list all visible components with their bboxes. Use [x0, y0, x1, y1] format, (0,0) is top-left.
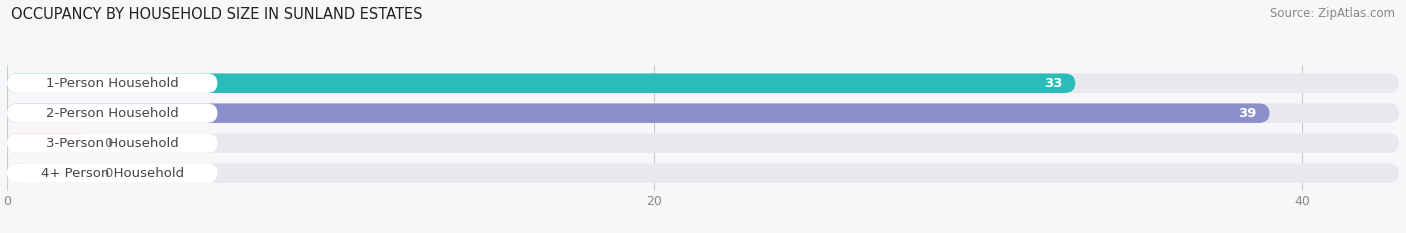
- FancyBboxPatch shape: [7, 163, 1399, 183]
- FancyBboxPatch shape: [7, 133, 218, 153]
- FancyBboxPatch shape: [7, 73, 218, 93]
- Text: 0: 0: [104, 167, 112, 180]
- Text: 1-Person Household: 1-Person Household: [46, 77, 179, 90]
- Text: OCCUPANCY BY HOUSEHOLD SIZE IN SUNLAND ESTATES: OCCUPANCY BY HOUSEHOLD SIZE IN SUNLAND E…: [11, 7, 423, 22]
- Text: Source: ZipAtlas.com: Source: ZipAtlas.com: [1270, 7, 1395, 20]
- Text: 3-Person Household: 3-Person Household: [46, 137, 179, 150]
- FancyBboxPatch shape: [7, 133, 89, 153]
- Text: 39: 39: [1239, 107, 1257, 120]
- FancyBboxPatch shape: [7, 133, 1399, 153]
- FancyBboxPatch shape: [7, 103, 1270, 123]
- Text: 4+ Person Household: 4+ Person Household: [41, 167, 184, 180]
- FancyBboxPatch shape: [7, 163, 218, 183]
- FancyBboxPatch shape: [7, 73, 1399, 93]
- Text: 0: 0: [104, 137, 112, 150]
- FancyBboxPatch shape: [7, 103, 1399, 123]
- Text: 2-Person Household: 2-Person Household: [46, 107, 179, 120]
- FancyBboxPatch shape: [7, 73, 1076, 93]
- FancyBboxPatch shape: [7, 103, 218, 123]
- FancyBboxPatch shape: [7, 163, 89, 183]
- Text: 33: 33: [1043, 77, 1063, 90]
